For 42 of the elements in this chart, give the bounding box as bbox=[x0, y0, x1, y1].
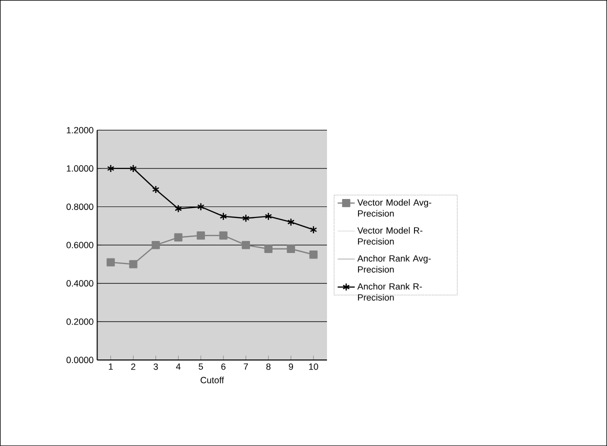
point bbox=[106, 258, 115, 266]
y-tick-label: 1.2000 bbox=[66, 126, 94, 134]
legend-label: Anchor Rank Avg-Precision bbox=[357, 254, 431, 273]
point bbox=[286, 244, 296, 253]
point bbox=[310, 226, 318, 234]
point bbox=[129, 260, 138, 268]
x-tick-label: 4 bbox=[176, 363, 181, 370]
point bbox=[242, 240, 250, 250]
point bbox=[242, 214, 250, 222]
x-axis-title: Cutoff bbox=[200, 376, 224, 384]
y-tick-label: 0.6000 bbox=[66, 242, 94, 248]
x-tick-label: 5 bbox=[198, 363, 203, 370]
x-tick-label: 7 bbox=[244, 363, 248, 370]
x-tick-label: 2 bbox=[131, 363, 136, 370]
point bbox=[152, 185, 160, 194]
x-tick-label: 8 bbox=[266, 363, 271, 370]
x-tick-label: 3 bbox=[154, 363, 158, 370]
x-tick-label: 10 bbox=[309, 363, 318, 370]
point bbox=[264, 244, 273, 253]
legend-label: Vector Model Avg-Precision bbox=[357, 198, 432, 217]
point bbox=[287, 218, 295, 226]
y-tick-label: 0.8000 bbox=[66, 203, 94, 210]
point bbox=[219, 231, 228, 240]
x-tick-label: 6 bbox=[221, 363, 226, 370]
y-tick-label: 0.0000 bbox=[66, 356, 94, 364]
legend-label: Anchor Rank R-Precision bbox=[357, 282, 422, 301]
point bbox=[174, 204, 182, 213]
point bbox=[130, 164, 137, 172]
x-tick-label: 1 bbox=[108, 363, 113, 370]
y-tick-label: 0.2000 bbox=[66, 318, 94, 325]
point bbox=[264, 212, 272, 220]
point bbox=[309, 250, 318, 259]
point bbox=[220, 212, 227, 220]
point bbox=[174, 233, 182, 242]
point bbox=[196, 231, 205, 240]
x-tick-label: 9 bbox=[288, 363, 294, 370]
y-tick-label: 0.4000 bbox=[66, 280, 94, 286]
y-tick-label: 1.0000 bbox=[66, 165, 94, 172]
point bbox=[197, 202, 204, 211]
point bbox=[107, 164, 114, 172]
point bbox=[152, 240, 160, 250]
legend-label: Vector Model R-Precision bbox=[357, 226, 422, 245]
